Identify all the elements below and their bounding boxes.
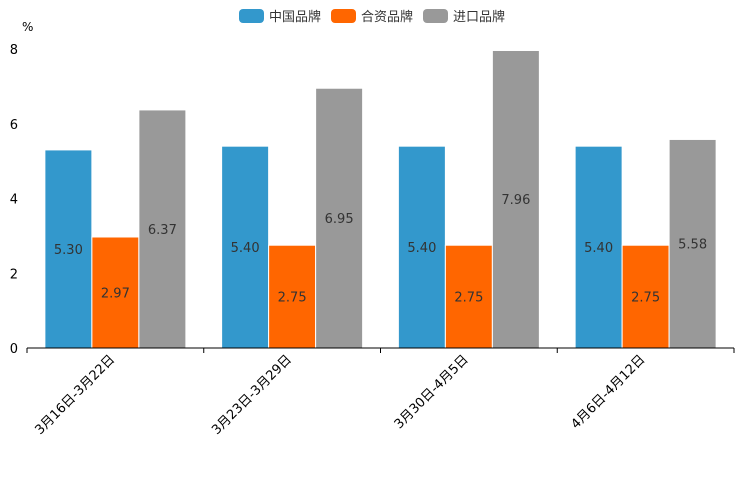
bar: [668, 138, 717, 349]
data-label: 2.75: [631, 291, 660, 306]
legend: 中国品牌 合资品牌 进口品牌: [0, 6, 744, 25]
legend-swatch-joint-venture-brand: [330, 8, 356, 23]
bar: [315, 87, 364, 349]
data-label: 5.40: [584, 241, 613, 256]
x-tick-label: 3月23日-3月29日: [209, 352, 295, 438]
legend-item-joint-venture-brand[interactable]: 合资品牌: [330, 6, 413, 25]
y-tick-label: 4: [10, 193, 18, 208]
bar: [574, 145, 623, 349]
x-tick-label: 4月6日-4月12日: [569, 352, 649, 432]
legend-label-china-brand: 中国品牌: [268, 10, 321, 25]
legend-item-china-brand[interactable]: 中国品牌: [238, 6, 321, 25]
data-label: 5.40: [407, 241, 436, 256]
bar: [221, 145, 270, 349]
legend-swatch-imported-brand: [423, 8, 448, 23]
data-label: 2.75: [278, 291, 307, 306]
data-label: 5.58: [678, 238, 707, 253]
y-tick-label: 2: [10, 267, 18, 282]
x-tick-label: 3月30日-4月5日: [392, 352, 472, 432]
x-tick-label: 3月16日-3月22日: [32, 352, 118, 438]
legend-item-imported-brand[interactable]: 进口品牌: [423, 6, 505, 25]
data-label: 6.95: [325, 212, 354, 227]
data-label: 2.97: [101, 286, 130, 301]
y-axis-unit-label: %: [22, 20, 34, 34]
y-tick-label: 8: [10, 43, 18, 58]
bar: [268, 244, 317, 349]
legend-swatch-china-brand: [238, 8, 264, 23]
bar: [491, 49, 540, 349]
legend-label-imported-brand: 进口品牌: [453, 10, 506, 25]
data-label: 5.40: [231, 241, 260, 256]
legend-label-joint-venture-brand: 合资品牌: [360, 10, 413, 25]
y-tick-label: 6: [10, 118, 18, 133]
bar: [621, 244, 670, 349]
data-label: 5.30: [54, 243, 83, 258]
data-label: 2.75: [454, 291, 483, 306]
data-label: 7.96: [501, 193, 530, 208]
y-tick-label: 0: [10, 342, 18, 357]
bar: [138, 109, 187, 349]
bar: [397, 145, 446, 349]
data-label: 6.37: [148, 223, 177, 238]
